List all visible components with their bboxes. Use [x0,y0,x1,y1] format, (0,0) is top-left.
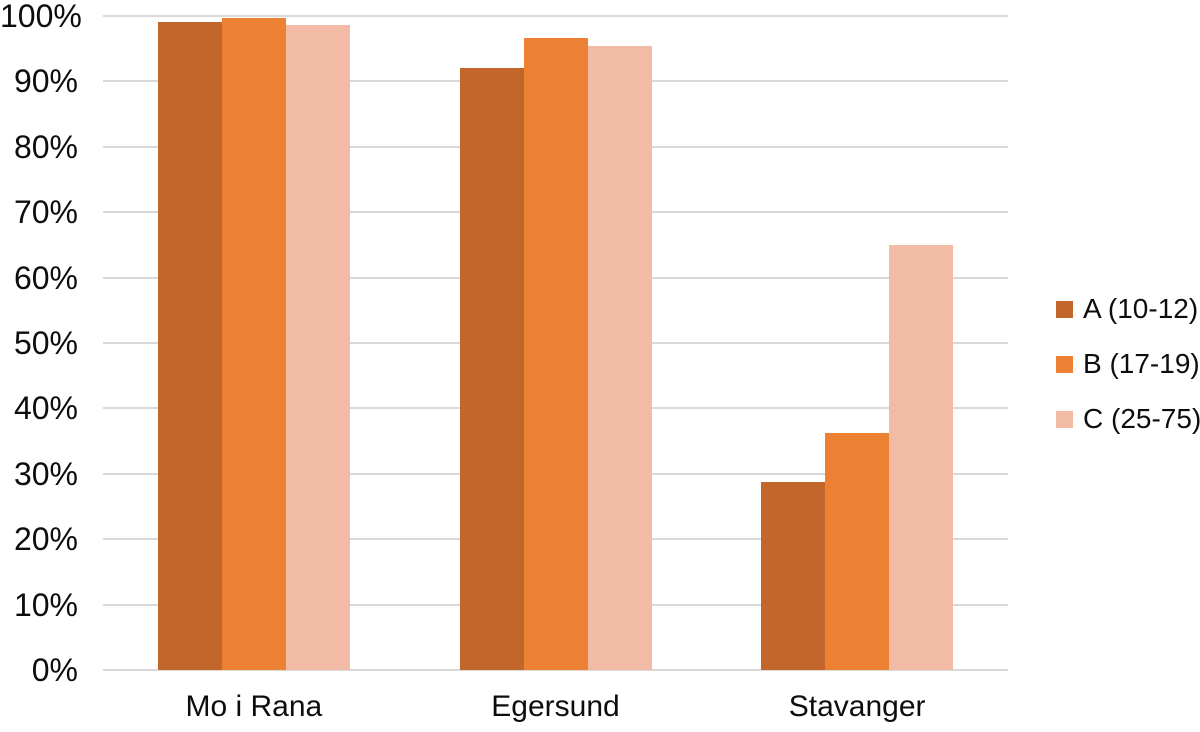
bar-c-0 [285,25,350,670]
legend-item: B (17-19) [1056,348,1200,379]
legend-swatch-icon [1056,355,1073,373]
legend-label: C (25-75) [1083,403,1200,434]
legend-swatch-icon [1056,410,1073,428]
x-axis-line [103,669,1008,671]
y-tick-label: 70% [13,194,78,231]
x-category-label: Mo i Rana [185,690,323,723]
bar-a-0 [157,21,222,670]
x-category-label: Egersund [491,690,620,723]
legend-label: A (10-12) [1083,293,1199,324]
legend-swatch-icon [1056,300,1073,318]
bar-b-2 [825,433,890,670]
legend-item: C (25-75) [1056,403,1200,434]
x-category-label: Stavanger [788,690,926,723]
legend-item: A (10-12) [1056,293,1198,324]
bar-a-1 [459,68,524,670]
bar-b-1 [523,38,588,670]
y-tick-label: 30% [13,455,78,492]
y-tick-label: 50% [13,325,78,361]
bar-c-1 [587,46,652,670]
y-tick-label: 100% [0,0,82,34]
y-tick-label: 90% [13,63,78,100]
bar-c-2 [889,244,954,670]
y-tick-label: 10% [13,586,78,623]
y-tick-label: 0% [31,652,78,688]
y-tick-label: 60% [13,259,78,296]
y-tick-label: 80% [13,128,78,165]
bar-b-0 [221,17,286,670]
y-tick-label: 20% [13,521,78,558]
legend-label: B (17-19) [1083,348,1200,379]
gridline [103,15,1008,17]
bar-a-2 [761,481,826,670]
y-tick-label: 40% [13,390,78,427]
